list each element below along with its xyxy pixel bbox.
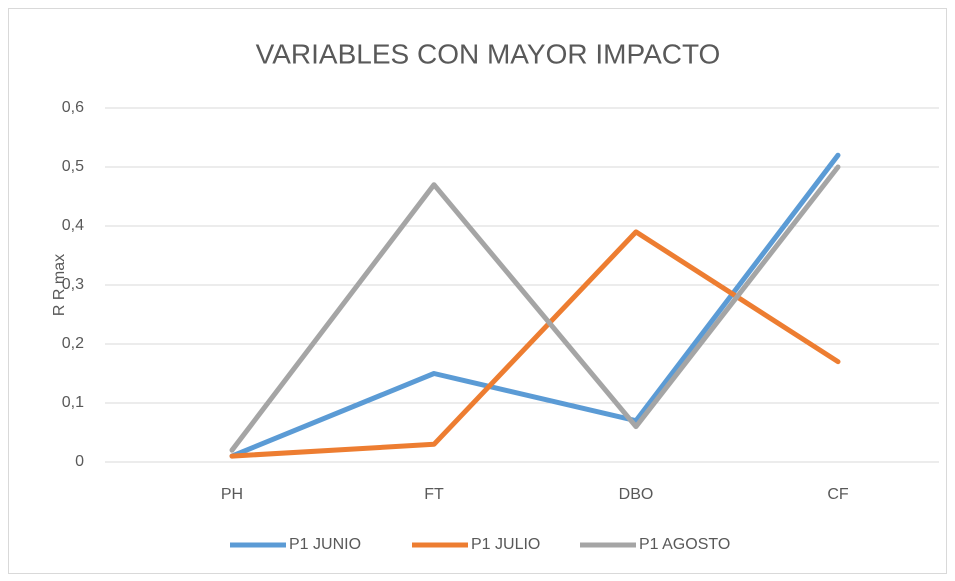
legend-label: P1 AGOSTO bbox=[639, 536, 730, 553]
x-tick-label: DBO bbox=[619, 486, 654, 503]
y-tick-label: 0,2 bbox=[62, 335, 84, 352]
y-axis-label: R R max bbox=[51, 254, 68, 316]
x-tick-label: PH bbox=[221, 486, 243, 503]
legend-label: P1 JULIO bbox=[471, 536, 540, 553]
x-tick-label: CF bbox=[827, 486, 849, 503]
y-tick-label: 0 bbox=[75, 453, 84, 470]
series-line bbox=[229, 152, 841, 459]
chart-title: VARIABLES CON MAYOR IMPACTO bbox=[256, 38, 721, 69]
chart-border bbox=[8, 8, 947, 574]
y-tick-label: 0,1 bbox=[62, 394, 84, 411]
y-tick-label: 0,4 bbox=[62, 217, 84, 234]
x-tick-label: FT bbox=[424, 486, 444, 503]
y-tick-label: 0,5 bbox=[62, 158, 84, 175]
y-tick-label: 0,3 bbox=[62, 276, 84, 293]
series-line bbox=[229, 164, 841, 453]
y-tick-label: 0,6 bbox=[62, 99, 84, 116]
legend-label: P1 JUNIO bbox=[289, 536, 361, 553]
